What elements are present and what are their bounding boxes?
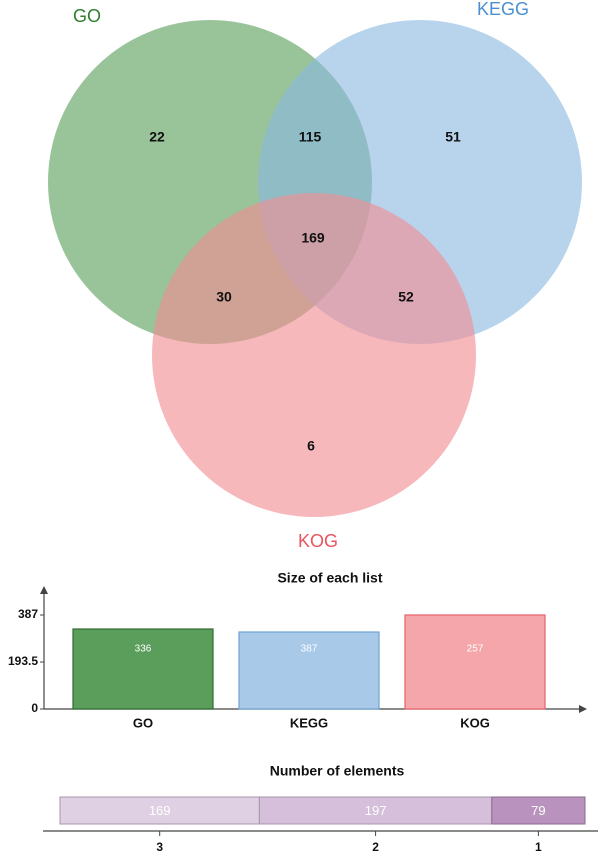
venn-region-go: 22 bbox=[149, 129, 165, 145]
elements-stacked-bar: Number of elements 169 3 197 2 79 1 bbox=[43, 763, 598, 854]
venn-set-label-kog: KOG bbox=[298, 531, 338, 551]
bar-value-label: 336 bbox=[135, 644, 152, 655]
venn-region-kegg: 51 bbox=[445, 129, 461, 145]
segment-value-label: 79 bbox=[531, 803, 545, 818]
venn-region-go-kegg-kog: 169 bbox=[301, 230, 325, 246]
venn-set-label-kegg: KEGG bbox=[477, 0, 529, 19]
segment-1 bbox=[491, 796, 586, 825]
bar-kog bbox=[404, 614, 546, 710]
segment-value-label: 169 bbox=[149, 803, 171, 818]
segment-3 bbox=[59, 796, 260, 825]
size-chart-title: Size of each list bbox=[277, 570, 382, 586]
venn-diagram: GO KEGG KOG 22 115 51 169 30 52 6 bbox=[48, 0, 582, 551]
segment-category-label: 3 bbox=[156, 840, 163, 854]
y-axis-arrow-icon bbox=[40, 586, 48, 594]
y-tick-label: 193.5 bbox=[8, 654, 38, 668]
x-tick-label: KOG bbox=[460, 715, 490, 730]
venn-region-go-kegg: 115 bbox=[299, 129, 322, 145]
bar-value-label: 257 bbox=[467, 644, 484, 655]
segment-category-label: 2 bbox=[372, 840, 379, 854]
x-tick-label: GO bbox=[133, 715, 153, 730]
venn-region-kog: 6 bbox=[307, 438, 315, 454]
y-tick-label: 0 bbox=[31, 701, 38, 715]
bar-go bbox=[72, 628, 214, 710]
venn-circle-kog bbox=[152, 193, 476, 517]
bar-value-label: 387 bbox=[301, 644, 318, 655]
segment-value-label: 197 bbox=[365, 803, 387, 818]
segment-category-label: 1 bbox=[535, 840, 542, 854]
size-bar-chart: Size of each list 387 193.5 0 336 GO 387 KEGG 25… bbox=[8, 570, 587, 730]
y-tick-label: 387 bbox=[18, 607, 38, 621]
x-tick-label: KEGG bbox=[290, 715, 328, 730]
venn-set-label-go: GO bbox=[73, 6, 101, 26]
venn-region-kegg-kog: 52 bbox=[398, 289, 414, 305]
elements-chart-title: Number of elements bbox=[270, 763, 405, 779]
venn-region-go-kog: 30 bbox=[216, 289, 232, 305]
bar-kegg bbox=[238, 631, 380, 710]
x-axis-arrow-icon bbox=[579, 705, 587, 713]
